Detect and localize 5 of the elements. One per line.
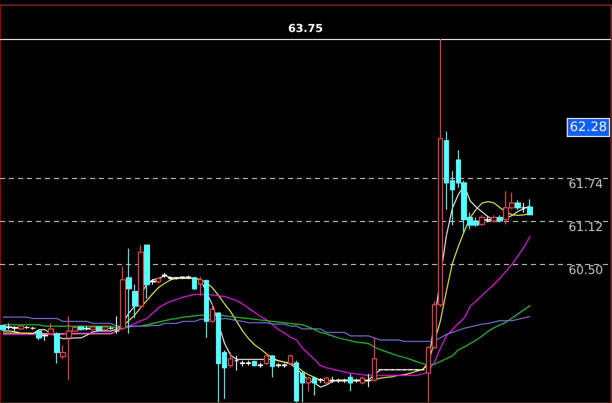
y-tick-label: 61.74 [568,177,603,192]
ref-line-label: 63.75 [288,22,323,35]
text: 62.28 [570,120,607,135]
y-tick-label: 61.12 [568,220,603,234]
y-tick-label: 60.50 [568,262,603,277]
